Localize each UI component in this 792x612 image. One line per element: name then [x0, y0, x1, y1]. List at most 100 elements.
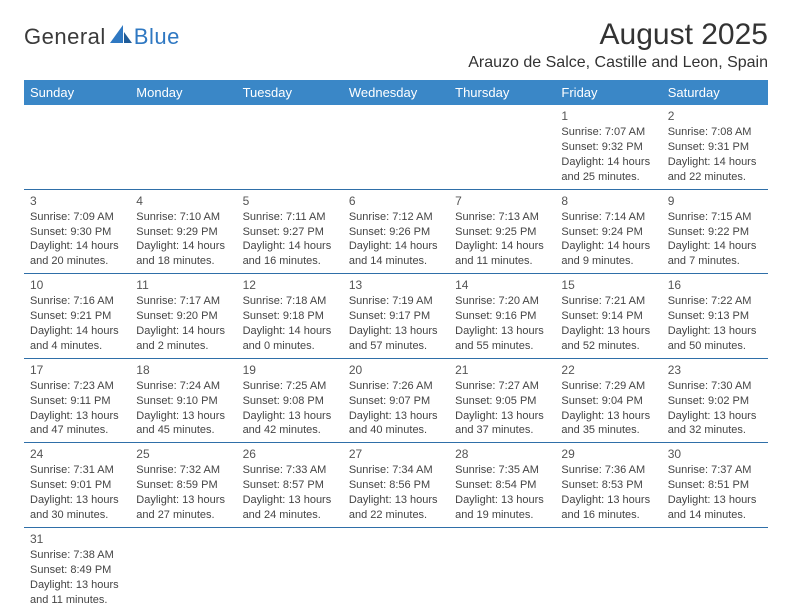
sunrise-text: Sunrise: 7:14 AM	[561, 210, 655, 225]
daylight-text: Daylight: 13 hours	[455, 409, 549, 424]
daylight-text: and 55 minutes.	[455, 339, 549, 354]
sunset-text: Sunset: 9:24 PM	[561, 225, 655, 240]
sunset-text: Sunset: 9:26 PM	[349, 225, 443, 240]
daylight-text: and 14 minutes.	[668, 508, 762, 523]
daylight-text: Daylight: 14 hours	[30, 324, 124, 339]
title-block: August 2025 Arauzo de Salce, Castille an…	[468, 18, 768, 72]
daylight-text: and 37 minutes.	[455, 423, 549, 438]
calendar-day: 20Sunrise: 7:26 AMSunset: 9:07 PMDayligh…	[343, 358, 449, 443]
sunrise-text: Sunrise: 7:09 AM	[30, 210, 124, 225]
sunset-text: Sunset: 9:17 PM	[349, 309, 443, 324]
day-number: 12	[243, 277, 337, 293]
calendar-day: 14Sunrise: 7:20 AMSunset: 9:16 PMDayligh…	[449, 274, 555, 359]
daylight-text: and 16 minutes.	[243, 254, 337, 269]
daylight-text: Daylight: 14 hours	[455, 239, 549, 254]
sunset-text: Sunset: 9:04 PM	[561, 394, 655, 409]
calendar-day-empty	[237, 105, 343, 189]
daylight-text: and 32 minutes.	[668, 423, 762, 438]
calendar-day: 6Sunrise: 7:12 AMSunset: 9:26 PMDaylight…	[343, 189, 449, 274]
sunset-text: Sunset: 9:08 PM	[243, 394, 337, 409]
sunrise-text: Sunrise: 7:27 AM	[455, 379, 549, 394]
calendar-week: 31Sunrise: 7:38 AMSunset: 8:49 PMDayligh…	[24, 527, 768, 611]
calendar-day: 18Sunrise: 7:24 AMSunset: 9:10 PMDayligh…	[130, 358, 236, 443]
sunrise-text: Sunrise: 7:33 AM	[243, 463, 337, 478]
sunrise-text: Sunrise: 7:26 AM	[349, 379, 443, 394]
sunrise-text: Sunrise: 7:20 AM	[455, 294, 549, 309]
calendar-day: 7Sunrise: 7:13 AMSunset: 9:25 PMDaylight…	[449, 189, 555, 274]
day-header: Thursday	[449, 80, 555, 105]
calendar-day: 31Sunrise: 7:38 AMSunset: 8:49 PMDayligh…	[24, 527, 130, 611]
daylight-text: Daylight: 13 hours	[668, 324, 762, 339]
calendar-day: 9Sunrise: 7:15 AMSunset: 9:22 PMDaylight…	[662, 189, 768, 274]
calendar-week: 17Sunrise: 7:23 AMSunset: 9:11 PMDayligh…	[24, 358, 768, 443]
day-number: 10	[30, 277, 124, 293]
day-number: 27	[349, 446, 443, 462]
sunrise-text: Sunrise: 7:17 AM	[136, 294, 230, 309]
day-number: 26	[243, 446, 337, 462]
daylight-text: and 22 minutes.	[668, 170, 762, 185]
calendar-day: 3Sunrise: 7:09 AMSunset: 9:30 PMDaylight…	[24, 189, 130, 274]
sunrise-text: Sunrise: 7:32 AM	[136, 463, 230, 478]
daylight-text: and 0 minutes.	[243, 339, 337, 354]
sunrise-text: Sunrise: 7:25 AM	[243, 379, 337, 394]
day-number: 4	[136, 193, 230, 209]
daylight-text: Daylight: 13 hours	[136, 493, 230, 508]
calendar-day: 2Sunrise: 7:08 AMSunset: 9:31 PMDaylight…	[662, 105, 768, 189]
day-number: 22	[561, 362, 655, 378]
day-number: 14	[455, 277, 549, 293]
calendar-body: 1Sunrise: 7:07 AMSunset: 9:32 PMDaylight…	[24, 105, 768, 611]
sunset-text: Sunset: 9:14 PM	[561, 309, 655, 324]
daylight-text: Daylight: 13 hours	[30, 493, 124, 508]
calendar-day: 5Sunrise: 7:11 AMSunset: 9:27 PMDaylight…	[237, 189, 343, 274]
calendar-day-empty	[130, 105, 236, 189]
sunrise-text: Sunrise: 7:38 AM	[30, 548, 124, 563]
day-number: 13	[349, 277, 443, 293]
sunset-text: Sunset: 8:49 PM	[30, 563, 124, 578]
daylight-text: Daylight: 13 hours	[30, 409, 124, 424]
daylight-text: and 2 minutes.	[136, 339, 230, 354]
daylight-text: and 11 minutes.	[30, 593, 124, 608]
sunrise-text: Sunrise: 7:15 AM	[668, 210, 762, 225]
calendar-day-empty	[662, 527, 768, 611]
daylight-text: and 24 minutes.	[243, 508, 337, 523]
calendar-day: 13Sunrise: 7:19 AMSunset: 9:17 PMDayligh…	[343, 274, 449, 359]
sunset-text: Sunset: 8:59 PM	[136, 478, 230, 493]
daylight-text: Daylight: 14 hours	[668, 155, 762, 170]
calendar-week: 1Sunrise: 7:07 AMSunset: 9:32 PMDaylight…	[24, 105, 768, 189]
day-number: 29	[561, 446, 655, 462]
sunset-text: Sunset: 9:02 PM	[668, 394, 762, 409]
daylight-text: and 20 minutes.	[30, 254, 124, 269]
daylight-text: Daylight: 13 hours	[561, 409, 655, 424]
sunset-text: Sunset: 8:57 PM	[243, 478, 337, 493]
day-number: 17	[30, 362, 124, 378]
calendar-day: 15Sunrise: 7:21 AMSunset: 9:14 PMDayligh…	[555, 274, 661, 359]
day-header: Saturday	[662, 80, 768, 105]
day-number: 19	[243, 362, 337, 378]
daylight-text: Daylight: 13 hours	[243, 409, 337, 424]
sunrise-text: Sunrise: 7:08 AM	[668, 125, 762, 140]
day-header: Monday	[130, 80, 236, 105]
sunset-text: Sunset: 9:31 PM	[668, 140, 762, 155]
daylight-text: and 42 minutes.	[243, 423, 337, 438]
daylight-text: Daylight: 14 hours	[561, 155, 655, 170]
daylight-text: and 50 minutes.	[668, 339, 762, 354]
day-number: 20	[349, 362, 443, 378]
sunrise-text: Sunrise: 7:29 AM	[561, 379, 655, 394]
calendar-day: 27Sunrise: 7:34 AMSunset: 8:56 PMDayligh…	[343, 443, 449, 528]
sunrise-text: Sunrise: 7:36 AM	[561, 463, 655, 478]
sunrise-text: Sunrise: 7:11 AM	[243, 210, 337, 225]
sunset-text: Sunset: 9:32 PM	[561, 140, 655, 155]
calendar-week: 10Sunrise: 7:16 AMSunset: 9:21 PMDayligh…	[24, 274, 768, 359]
daylight-text: Daylight: 13 hours	[243, 493, 337, 508]
day-number: 3	[30, 193, 124, 209]
daylight-text: and 16 minutes.	[561, 508, 655, 523]
sunrise-text: Sunrise: 7:24 AM	[136, 379, 230, 394]
daylight-text: and 35 minutes.	[561, 423, 655, 438]
sunrise-text: Sunrise: 7:35 AM	[455, 463, 549, 478]
day-header: Wednesday	[343, 80, 449, 105]
day-number: 15	[561, 277, 655, 293]
calendar-day-empty	[555, 527, 661, 611]
daylight-text: and 7 minutes.	[668, 254, 762, 269]
daylight-text: Daylight: 13 hours	[30, 578, 124, 593]
daylight-text: Daylight: 14 hours	[349, 239, 443, 254]
